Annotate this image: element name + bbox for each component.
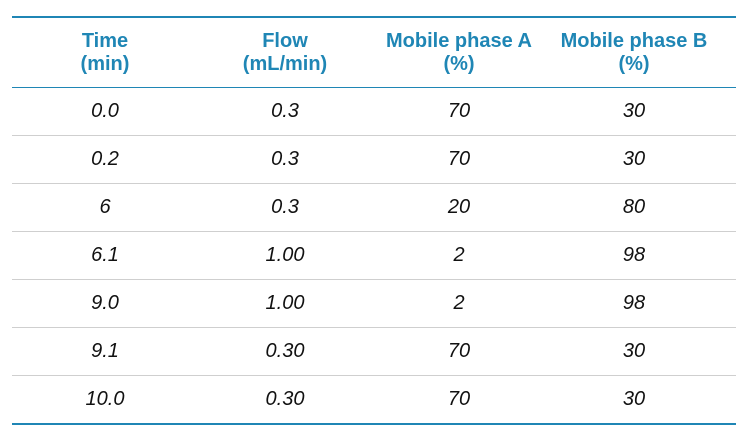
cell-mobile-phase-a: 2 xyxy=(453,244,465,266)
table-top-rule xyxy=(12,16,736,18)
table-row: 9.0 1.00 2 98 xyxy=(12,280,736,328)
header-mobile-phase-a: Mobile phase A (%) xyxy=(372,30,546,76)
cell-flow: 0.3 xyxy=(271,148,299,170)
cell-mobile-phase-a: 20 xyxy=(447,196,471,218)
table-row: 10.0 0.30 70 30 xyxy=(12,376,736,423)
table-row: 6.1 1.00 2 98 xyxy=(12,232,736,280)
cell-time: 0.0 xyxy=(91,100,119,122)
cell-flow: 0.3 xyxy=(271,100,299,122)
cell-mobile-phase-b: 30 xyxy=(622,388,646,410)
table-row: 0.2 0.3 70 30 xyxy=(12,136,736,184)
header-mobile-phase-b-title: Mobile phase B xyxy=(560,29,708,52)
header-mobile-phase-a-title: Mobile phase A xyxy=(386,29,532,52)
cell-mobile-phase-b: 98 xyxy=(622,244,646,266)
header-time-title: Time xyxy=(81,29,129,52)
table-row: 6 0.3 20 80 xyxy=(12,184,736,232)
table-row: 9.1 0.30 70 30 xyxy=(12,328,736,376)
cell-mobile-phase-a: 2 xyxy=(453,292,465,314)
cell-mobile-phase-b: 30 xyxy=(622,100,646,122)
cell-mobile-phase-b: 80 xyxy=(622,196,646,218)
cell-flow: 1.00 xyxy=(265,292,305,314)
header-bottom-rule xyxy=(12,87,736,88)
header-time-unit: (min) xyxy=(80,52,130,75)
header-flow-unit: (mL/min) xyxy=(242,52,328,75)
cell-mobile-phase-a: 70 xyxy=(447,340,471,362)
table-row: 0.0 0.3 70 30 xyxy=(12,88,736,136)
header-time: Time (min) xyxy=(12,30,198,76)
header-flow: Flow (mL/min) xyxy=(198,30,372,76)
gradient-table: Time (min) Flow (mL/min) Mobile phase A … xyxy=(12,16,736,425)
cell-mobile-phase-b: 30 xyxy=(622,148,646,170)
header-mobile-phase-b: Mobile phase B (%) xyxy=(546,30,722,76)
cell-time: 6.1 xyxy=(91,244,119,266)
cell-time: 0.2 xyxy=(91,148,119,170)
cell-mobile-phase-a: 70 xyxy=(447,100,471,122)
cell-mobile-phase-a: 70 xyxy=(447,148,471,170)
cell-time: 6 xyxy=(99,196,111,218)
cell-flow: 1.00 xyxy=(265,244,305,266)
header-mobile-phase-a-unit: (%) xyxy=(443,52,475,75)
cell-time: 9.0 xyxy=(91,292,119,314)
cell-time: 9.1 xyxy=(91,340,119,362)
cell-time: 10.0 xyxy=(85,388,125,410)
cell-flow: 0.3 xyxy=(271,196,299,218)
header-flow-title: Flow xyxy=(262,29,308,52)
cell-mobile-phase-b: 98 xyxy=(622,292,646,314)
cell-mobile-phase-b: 30 xyxy=(622,340,646,362)
header-mobile-phase-b-unit: (%) xyxy=(618,52,650,75)
cell-flow: 0.30 xyxy=(265,388,305,410)
cell-flow: 0.30 xyxy=(265,340,305,362)
table-bottom-rule xyxy=(12,423,736,425)
table-header-row: Time (min) Flow (mL/min) Mobile phase A … xyxy=(12,18,736,87)
cell-mobile-phase-a: 70 xyxy=(447,388,471,410)
